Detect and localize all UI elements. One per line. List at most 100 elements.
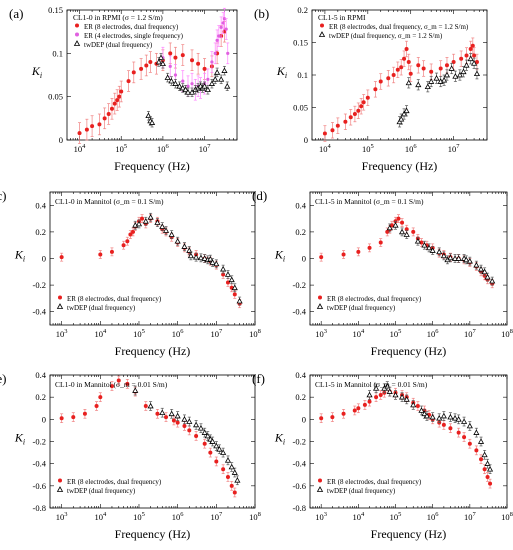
x-tick-base: 10 [74,144,83,154]
data-point-er-single [213,51,217,55]
data-point-twdep [157,54,165,60]
data-point-twdep [236,297,243,304]
y-tick-label: -0.8 [293,503,306,513]
x-tick-label: 104 [94,511,107,522]
x-tick-base: 10 [427,329,436,339]
legend-entry: ER (4 electrodes, single frequency) [84,32,184,40]
data-point-er [232,292,237,297]
data-point-er-single [168,64,172,68]
data-point-er [225,280,230,285]
panel-label: (c) [0,188,6,203]
y-tick-label: 0.05 [48,92,63,102]
data-point-er [97,122,102,127]
data-point-twdep [414,237,421,244]
x-tick-exp: 6 [180,328,184,335]
data-point-er [214,459,219,464]
data-point-twdep [154,219,161,225]
data-point-twdep [466,257,473,264]
data-point-er [474,60,479,64]
data-point-er [180,53,185,58]
data-point-twdep [181,243,188,249]
legend-entry: ER (8 electrodes, dual frequency) [67,295,162,303]
chart-panel-d: 103 104 105 106 107 108-0.4-0.200.20.4Frequen… [252,188,513,358]
y-axis-label-sub: i [283,438,285,447]
y-axis-label: Ki [31,64,42,80]
data-point-twdep [159,409,166,416]
data-point-er [131,70,136,75]
x-tick-exp: 6 [180,511,184,518]
panel-label: (f) [252,371,265,386]
data-point-twdep [455,255,462,261]
x-tick-base: 10 [210,329,219,339]
data-point-er [400,220,405,225]
x-tick-exp: 3 [64,328,67,335]
y-tick-label: -0.4 [33,307,47,317]
data-point-twdep [176,83,183,89]
x-tick-exp: 8 [258,328,261,335]
data-point-er [140,216,145,221]
legend-title: CL1-0 in Mannitol (σ_m = 0.01 S/m) [55,380,168,389]
x-tick-exp: 8 [258,511,261,518]
y-axis-label: Ki [274,248,285,264]
data-point-twdep [216,446,223,452]
x-tick-base: 10 [56,329,65,339]
legend-marker-er [318,478,322,483]
y-tick-label: 0 [59,135,63,145]
data-point-er [155,411,160,416]
data-point-twdep [207,436,214,442]
chart-panel-f: 103 104 105 106 107 108-0.8-0.6-0.4-0.200.20.… [252,370,513,541]
x-tick-exp: 7 [219,328,223,335]
data-point-er-single [219,25,223,29]
x-tick-label: 103 [56,328,68,339]
data-point-er [322,131,327,136]
data-point-er [121,243,126,248]
legend-marker-er [75,23,79,28]
x-axis-label: Frequency (Hz) [114,159,190,173]
data-point-er [356,108,361,113]
data-point-er [348,115,353,120]
y-tick-label: 0.05 [293,103,308,113]
data-point-er [462,435,467,440]
y-axis-label-sub: i [285,71,287,80]
x-tick-label: 107 [448,143,461,154]
x-tick-label: 108 [501,511,513,522]
data-point-er [378,392,383,397]
data-point-er [459,56,464,61]
data-point-er [485,474,490,479]
x-tick-base: 10 [133,329,142,339]
legend-entry: twDEP (dual frequency) [84,41,153,49]
x-tick-exp: 7 [472,511,476,518]
y-tick-label: 0 [42,414,46,424]
x-tick-label: 103 [315,511,327,522]
data-point-er-single [221,21,225,25]
data-point-er [408,71,413,76]
y-tick-label: 0.15 [293,38,308,48]
data-point-twdep [489,277,496,284]
data-point-er [232,490,237,495]
data-point-er-single [210,60,214,64]
data-point-twdep [463,62,470,68]
x-tick-exp: 3 [324,511,327,518]
data-point-twdep [471,60,478,66]
x-axis-label: Frequency (Hz) [371,344,447,358]
data-point-er [429,69,434,74]
y-tick-label: -0.2 [33,437,46,447]
y-tick-label: -0.4 [293,459,307,469]
x-tick-label: 104 [352,511,365,522]
data-point-er [367,245,372,250]
x-tick-exp: 5 [124,143,127,150]
data-point-twdep [405,79,412,86]
y-tick-label: 0 [304,135,308,145]
x-tick-exp: 5 [142,511,145,518]
data-point-er [415,404,420,409]
data-point-twdep [467,55,474,62]
data-point-er [404,47,409,51]
data-point-twdep [188,89,196,95]
legend-title: CL1-5 in Mannitol (σ_m = 0.01 S/m) [315,380,428,389]
data-point-er-single [215,38,219,42]
x-tick-exp: 6 [435,511,439,518]
x-tick-label: 106 [427,511,440,522]
data-point-er [343,119,348,124]
data-point-twdep [398,115,405,122]
legend-entry: ER (8 electrodes, dual frequency) [327,295,422,303]
